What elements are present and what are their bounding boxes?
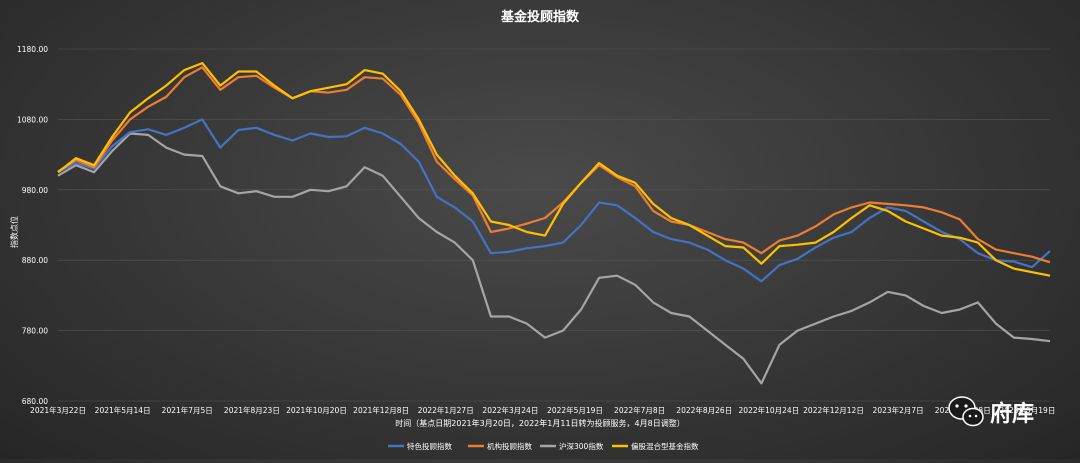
x-tick-label: 2022年7月8日 bbox=[614, 405, 665, 415]
x-tick-label: 2022年8月26日 bbox=[676, 405, 732, 415]
legend-item: 沪深300指数 bbox=[540, 441, 604, 451]
series-line-0 bbox=[57, 118, 1051, 283]
watermark: 府库 bbox=[946, 394, 1076, 430]
x-tick-label: 2021年7月5日 bbox=[162, 405, 213, 415]
x-tick-label: 2022年5月19日 bbox=[547, 405, 603, 415]
legend-label: 偏股混合型基金指数 bbox=[631, 441, 699, 451]
grid-lines bbox=[58, 48, 1050, 402]
y-tick-label: 1180.00 bbox=[17, 45, 48, 54]
wechat-logo-icon bbox=[948, 396, 984, 427]
x-tick-label: 2023年2月7日 bbox=[873, 405, 924, 415]
y-tick-label: 880.00 bbox=[22, 256, 48, 265]
legend-label: 机构投顾指数 bbox=[487, 441, 532, 451]
legend: 特色投顾指数 机构投顾指数 沪深300指数 偏股混合型基金指数 bbox=[388, 441, 699, 451]
x-axis-ticks: 2021年3月22日 2021年5月14日 2021年7月5日 2021年8月23日 2… bbox=[30, 405, 1055, 415]
series-line-2 bbox=[57, 132, 1051, 385]
legend-item: 机构投顾指数 bbox=[468, 441, 532, 451]
y-tick-label: 680.00 bbox=[22, 397, 48, 406]
x-tick-label: 2022年1月27日 bbox=[418, 405, 474, 415]
x-tick-label: 2022年10月24日 bbox=[739, 405, 800, 415]
x-tick-label: 2021年5月14日 bbox=[95, 405, 151, 415]
x-axis-label: 时间（基点日期2021年3月20日，2022年1月11日转为投顾服务，4月8日调… bbox=[395, 418, 684, 428]
y-axis-label: 指数点位 bbox=[9, 216, 19, 248]
y-tick-label: 980.00 bbox=[22, 186, 48, 195]
chart-title: 基金投顾指数 bbox=[500, 9, 580, 25]
x-tick-label: 2022年12月12日 bbox=[803, 405, 864, 415]
x-tick-label: 2021年3月22日 bbox=[30, 405, 86, 415]
x-tick-label: 2021年10月20日 bbox=[286, 405, 347, 415]
legend-label: 特色投顾指数 bbox=[407, 441, 452, 451]
y-tick-label: 1080.00 bbox=[17, 115, 48, 124]
series-line-1 bbox=[57, 66, 1051, 264]
legend-item: 特色投顾指数 bbox=[388, 441, 452, 451]
series-line-3 bbox=[57, 61, 1051, 277]
y-axis-ticks: 1180.00 1080.00 980.00 880.00 780.00 680.00 bbox=[17, 45, 48, 406]
x-tick-label: 2023年5月19日 bbox=[999, 405, 1055, 415]
x-tick-label: 2021年8月23日 bbox=[224, 405, 280, 415]
legend-label: 沪深300指数 bbox=[559, 441, 604, 451]
series-lines bbox=[57, 61, 1051, 385]
legend-item: 偏股混合型基金指数 bbox=[612, 441, 699, 451]
x-tick-label: 2022年3月24日 bbox=[482, 405, 538, 415]
y-tick-label: 780.00 bbox=[22, 327, 48, 336]
watermark-text: 府库 bbox=[990, 402, 1035, 427]
x-tick-label: 2021年12月8日 bbox=[353, 405, 409, 415]
